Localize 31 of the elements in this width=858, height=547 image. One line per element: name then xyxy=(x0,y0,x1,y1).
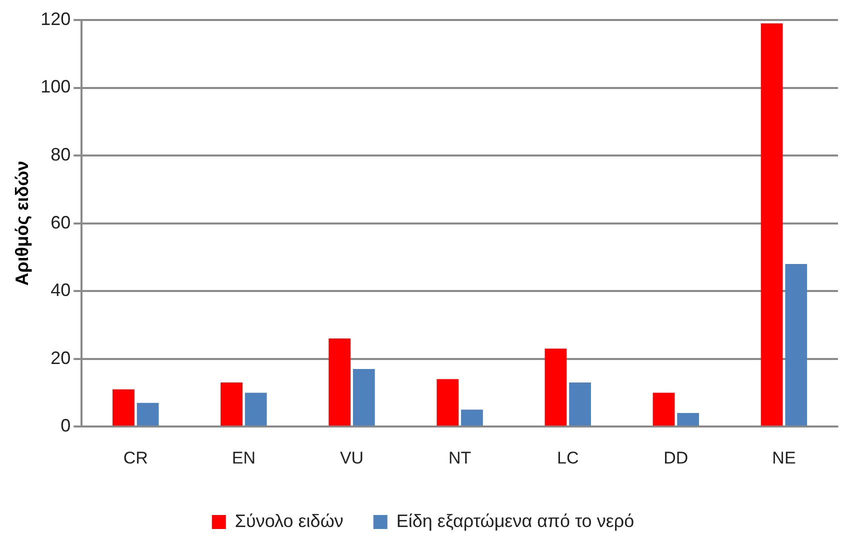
y-tick-label: 60 xyxy=(50,212,71,232)
x-tick-label: DD xyxy=(664,448,688,468)
legend-label: Σύνολο ειδών xyxy=(234,510,344,531)
bar xyxy=(785,264,808,426)
x-tick-label: LC xyxy=(557,448,579,468)
y-tick-label: 120 xyxy=(40,8,71,29)
bar xyxy=(220,382,242,426)
x-tick-label: CR xyxy=(123,448,148,468)
bar xyxy=(461,410,483,426)
bar xyxy=(677,413,700,426)
bar xyxy=(244,392,267,426)
y-tick-label: 80 xyxy=(50,144,71,164)
y-axis-title: Αριθμός ειδών xyxy=(12,160,32,286)
bar xyxy=(544,348,567,426)
bar xyxy=(352,369,375,426)
y-tick-label: 20 xyxy=(50,348,71,368)
legend-label: Είδη εξαρτώμενα από το νερό xyxy=(396,510,634,531)
x-tick-label: NE xyxy=(772,448,796,468)
y-tick-label: 40 xyxy=(50,280,71,300)
x-tick-label: NT xyxy=(448,448,472,468)
bar xyxy=(328,338,351,426)
bar xyxy=(652,392,675,426)
x-tick-label: EN xyxy=(232,448,256,468)
bar xyxy=(112,389,134,426)
bar xyxy=(436,379,459,426)
bar xyxy=(569,382,591,426)
y-tick-label: 0 xyxy=(60,416,71,436)
y-tick-label: 100 xyxy=(40,76,71,97)
x-tick-label: VU xyxy=(340,448,364,468)
bar xyxy=(136,402,159,426)
bar xyxy=(760,23,783,426)
